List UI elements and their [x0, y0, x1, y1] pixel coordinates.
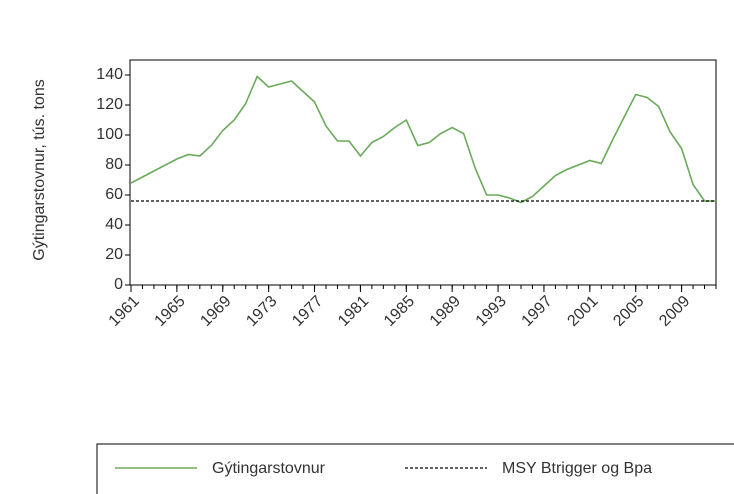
x-tick-label: 1981 — [335, 293, 372, 330]
x-tick-label: 2001 — [564, 293, 601, 330]
y-tick-label: 60 — [105, 186, 123, 203]
x-tick-label: 2009 — [656, 293, 693, 330]
x-tick-label: 1961 — [106, 293, 143, 330]
y-tick-label: 40 — [105, 216, 123, 233]
series-line — [130, 75, 716, 204]
x-tick-label: 1997 — [519, 293, 556, 330]
y-axis-label: Gýtingarstovnur, tús. tons — [31, 79, 48, 260]
x-tick-label: 1985 — [381, 293, 418, 330]
x-tick-label: 1989 — [427, 293, 464, 330]
legend-label: Gýtingarstovnur — [212, 460, 326, 477]
x-tick-label: 1973 — [243, 293, 280, 330]
x-tick-label: 1969 — [197, 293, 234, 330]
plot-frame — [129, 59, 717, 286]
y-tick-label: 80 — [105, 156, 123, 173]
x-tick-label: 1965 — [152, 293, 189, 330]
y-tick-label: 0 — [114, 276, 123, 293]
y-tick-label: 100 — [96, 126, 123, 143]
x-tick-label: 1977 — [289, 293, 326, 330]
y-tick-label: 140 — [96, 66, 123, 83]
x-tick-label: 2005 — [610, 293, 647, 330]
legend-label: MSY Btrigger og Bpa — [502, 460, 652, 477]
y-tick-label: 120 — [96, 96, 123, 113]
legend-box — [96, 443, 734, 494]
y-tick-label: 20 — [105, 246, 123, 263]
x-tick-label: 1993 — [473, 293, 510, 330]
